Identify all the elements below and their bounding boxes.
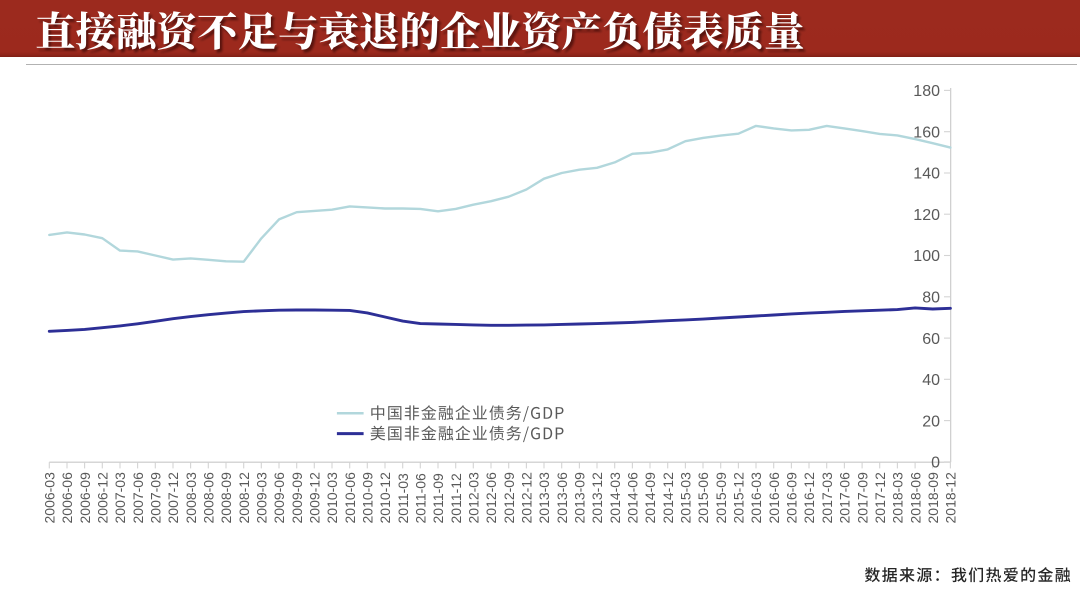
svg-text:80: 80 (922, 290, 940, 307)
svg-text:2018-12: 2018-12 (943, 472, 959, 524)
svg-text:2018-03: 2018-03 (890, 472, 906, 524)
svg-text:2010-12: 2010-12 (377, 472, 393, 524)
svg-text:2017-03: 2017-03 (819, 472, 835, 524)
svg-text:60: 60 (922, 331, 940, 348)
svg-text:2011-06: 2011-06 (413, 473, 429, 524)
svg-text:2007-09: 2007-09 (148, 472, 164, 524)
svg-text:2010-06: 2010-06 (342, 472, 358, 524)
svg-text:0: 0 (931, 455, 940, 472)
svg-text:2016-09: 2016-09 (784, 472, 800, 524)
svg-text:2011-03: 2011-03 (395, 473, 411, 524)
svg-text:2012-06: 2012-06 (483, 472, 499, 524)
svg-text:160: 160 (913, 124, 940, 141)
svg-text:2008-09: 2008-09 (218, 472, 234, 524)
svg-text:2006-06: 2006-06 (59, 472, 75, 524)
svg-text:2015-12: 2015-12 (731, 472, 747, 524)
svg-text:2009-09: 2009-09 (289, 472, 305, 524)
svg-text:2016-06: 2016-06 (766, 472, 782, 524)
svg-text:120: 120 (913, 207, 940, 224)
svg-text:2011-12: 2011-12 (448, 473, 464, 524)
svg-text:2014-12: 2014-12 (660, 472, 676, 524)
svg-text:2009-12: 2009-12 (307, 472, 323, 524)
svg-text:2011-09: 2011-09 (430, 473, 446, 524)
svg-text:2009-06: 2009-06 (271, 472, 287, 524)
svg-text:2007-12: 2007-12 (165, 472, 181, 524)
svg-text:2017-12: 2017-12 (872, 472, 888, 524)
svg-text:2016-12: 2016-12 (801, 472, 817, 524)
svg-text:2014-06: 2014-06 (625, 472, 641, 524)
svg-text:2013-03: 2013-03 (536, 472, 552, 524)
svg-text:2017-09: 2017-09 (854, 472, 870, 524)
svg-text:2016-03: 2016-03 (748, 472, 764, 524)
svg-text:2010-09: 2010-09 (360, 472, 376, 524)
svg-text:2013-09: 2013-09 (572, 472, 588, 524)
svg-text:2018-06: 2018-06 (907, 472, 923, 524)
svg-text:2009-03: 2009-03 (254, 472, 270, 524)
svg-text:2013-06: 2013-06 (554, 472, 570, 524)
svg-text:2014-09: 2014-09 (642, 472, 658, 524)
svg-text:2007-03: 2007-03 (112, 472, 128, 524)
svg-text:2015-03: 2015-03 (678, 472, 694, 524)
svg-text:2008-12: 2008-12 (236, 472, 252, 524)
svg-text:40: 40 (922, 372, 940, 389)
svg-text:2012-12: 2012-12 (519, 472, 535, 524)
svg-text:2015-09: 2015-09 (713, 472, 729, 524)
svg-text:2015-06: 2015-06 (695, 472, 711, 524)
svg-text:20: 20 (922, 413, 940, 430)
svg-text:2006-03: 2006-03 (42, 472, 58, 524)
svg-text:100: 100 (913, 248, 940, 265)
svg-text:2008-06: 2008-06 (201, 472, 217, 524)
svg-text:2010-03: 2010-03 (324, 472, 340, 524)
svg-text:180: 180 (913, 83, 940, 100)
svg-text:2006-12: 2006-12 (95, 472, 111, 524)
svg-text:2018-09: 2018-09 (925, 472, 941, 524)
svg-text:2012-03: 2012-03 (466, 472, 482, 524)
svg-text:2006-09: 2006-09 (77, 472, 93, 524)
svg-text:2012-09: 2012-09 (501, 472, 517, 524)
svg-text:2017-06: 2017-06 (837, 472, 853, 524)
svg-text:140: 140 (913, 166, 940, 183)
svg-text:2014-03: 2014-03 (607, 472, 623, 524)
svg-text:2013-12: 2013-12 (589, 472, 605, 524)
svg-text:2007-06: 2007-06 (130, 472, 146, 524)
svg-text:2008-03: 2008-03 (183, 472, 199, 524)
